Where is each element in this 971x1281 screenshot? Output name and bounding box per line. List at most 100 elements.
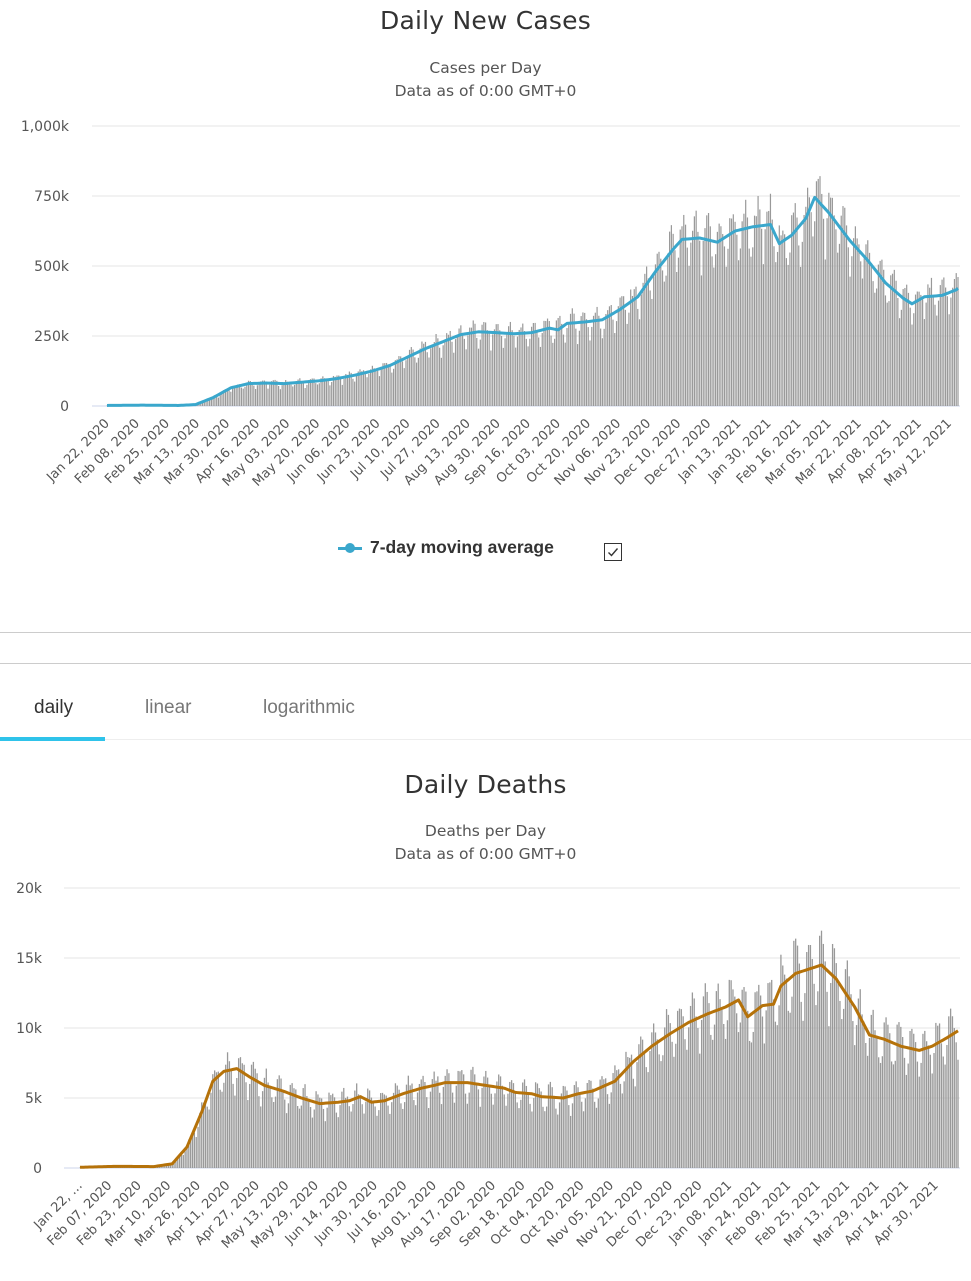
- bar[interactable]: [723, 246, 726, 406]
- bar[interactable]: [798, 245, 800, 406]
- bar[interactable]: [673, 1056, 675, 1168]
- bar[interactable]: [911, 1028, 913, 1168]
- bar[interactable]: [225, 1064, 227, 1168]
- bar[interactable]: [617, 1069, 620, 1168]
- bar[interactable]: [287, 1103, 290, 1168]
- bar[interactable]: [706, 991, 708, 1168]
- bar[interactable]: [621, 1093, 623, 1168]
- bar[interactable]: [805, 206, 807, 406]
- bar[interactable]: [724, 1038, 727, 1168]
- bar[interactable]: [713, 267, 715, 406]
- bar[interactable]: [387, 1105, 389, 1168]
- bar[interactable]: [651, 298, 653, 406]
- bar[interactable]: [424, 341, 427, 406]
- bar[interactable]: [582, 1111, 585, 1168]
- bar[interactable]: [558, 1102, 561, 1168]
- bar[interactable]: [396, 359, 398, 406]
- bar[interactable]: [247, 1100, 249, 1168]
- bar[interactable]: [582, 312, 584, 406]
- bar[interactable]: [267, 1082, 269, 1168]
- bar[interactable]: [738, 260, 740, 406]
- bar[interactable]: [359, 369, 361, 406]
- bar[interactable]: [292, 386, 294, 406]
- bar[interactable]: [330, 1095, 332, 1168]
- bar[interactable]: [511, 330, 513, 406]
- bar[interactable]: [769, 982, 771, 1168]
- bar[interactable]: [564, 342, 566, 406]
- bar[interactable]: [922, 299, 924, 406]
- bar[interactable]: [384, 363, 386, 406]
- bar[interactable]: [943, 277, 945, 406]
- bar[interactable]: [854, 226, 856, 406]
- bar[interactable]: [207, 400, 209, 406]
- bar[interactable]: [881, 259, 883, 406]
- bar[interactable]: [918, 291, 920, 406]
- bar[interactable]: [637, 308, 639, 406]
- bar[interactable]: [516, 1102, 518, 1168]
- bar[interactable]: [554, 338, 556, 406]
- bar[interactable]: [536, 330, 538, 406]
- bar[interactable]: [861, 278, 864, 407]
- bar[interactable]: [807, 187, 809, 406]
- bar[interactable]: [900, 1026, 902, 1168]
- bar[interactable]: [215, 1072, 218, 1168]
- bar[interactable]: [850, 994, 852, 1168]
- bar[interactable]: [571, 1103, 574, 1168]
- bar[interactable]: [927, 1045, 930, 1168]
- bar[interactable]: [838, 243, 841, 406]
- bar[interactable]: [297, 1106, 299, 1168]
- bar[interactable]: [451, 1092, 454, 1168]
- bar[interactable]: [324, 1121, 326, 1168]
- bar[interactable]: [205, 401, 207, 406]
- bar[interactable]: [239, 384, 241, 406]
- bar[interactable]: [188, 1139, 190, 1168]
- bar[interactable]: [538, 337, 540, 406]
- bar[interactable]: [392, 1092, 395, 1168]
- bar[interactable]: [898, 1022, 900, 1168]
- bar[interactable]: [872, 1009, 874, 1168]
- bar[interactable]: [887, 1024, 889, 1168]
- bar[interactable]: [265, 383, 267, 406]
- bar[interactable]: [913, 1033, 915, 1168]
- bar[interactable]: [658, 251, 660, 406]
- bar[interactable]: [706, 215, 708, 406]
- bar[interactable]: [546, 1106, 548, 1168]
- bar[interactable]: [660, 1061, 662, 1168]
- bar[interactable]: [217, 1071, 219, 1168]
- bar[interactable]: [941, 279, 943, 406]
- bar[interactable]: [199, 1112, 201, 1168]
- bar[interactable]: [346, 1096, 349, 1168]
- bar[interactable]: [712, 1039, 714, 1168]
- bar[interactable]: [745, 199, 747, 406]
- bar[interactable]: [534, 1082, 537, 1168]
- bar[interactable]: [315, 1091, 317, 1168]
- bar[interactable]: [944, 1064, 946, 1168]
- bar[interactable]: [522, 1082, 524, 1168]
- bar[interactable]: [439, 347, 441, 406]
- bar[interactable]: [893, 269, 895, 406]
- bar[interactable]: [758, 984, 760, 1168]
- bar[interactable]: [339, 378, 342, 406]
- bar[interactable]: [411, 1083, 413, 1168]
- bar[interactable]: [695, 210, 697, 406]
- bar[interactable]: [332, 1093, 334, 1168]
- bar[interactable]: [318, 383, 320, 406]
- bar[interactable]: [824, 961, 826, 1168]
- bar[interactable]: [557, 317, 559, 406]
- bar[interactable]: [516, 336, 519, 406]
- bar[interactable]: [945, 287, 947, 406]
- bar[interactable]: [394, 360, 396, 406]
- bar[interactable]: [782, 230, 784, 406]
- bar[interactable]: [676, 1010, 679, 1168]
- bar[interactable]: [527, 346, 529, 406]
- bar[interactable]: [281, 385, 283, 406]
- bar[interactable]: [817, 178, 819, 406]
- bar[interactable]: [419, 348, 421, 406]
- bar[interactable]: [923, 319, 925, 406]
- bar[interactable]: [677, 257, 680, 406]
- bar[interactable]: [598, 315, 600, 406]
- bar[interactable]: [258, 1096, 260, 1168]
- bar[interactable]: [892, 1064, 895, 1168]
- bar[interactable]: [623, 1081, 625, 1168]
- bar[interactable]: [380, 1093, 382, 1168]
